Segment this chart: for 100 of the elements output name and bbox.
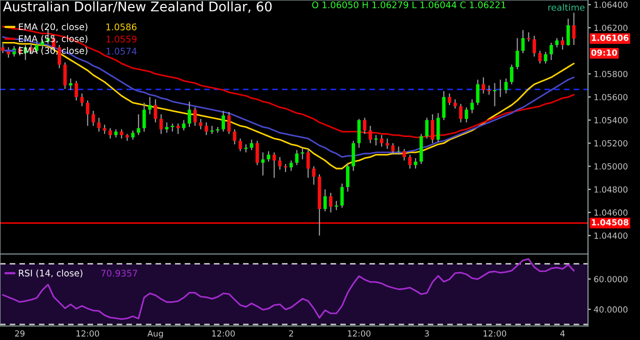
candlestick [165,122,168,134]
candlestick [86,100,90,126]
text: 09:10 [591,49,618,56]
y-tick-label: 1.06400 [594,2,628,8]
candlestick [566,18,570,46]
y-tick-label: 40.0000 [594,306,628,313]
legend-label: RSI (14, close) [18,269,82,278]
candlestick [572,12,576,46]
candlestick [289,160,293,172]
x-tick-label: 12:00 [76,330,100,337]
candlestick [261,152,265,176]
x-tick-label: 29 [15,330,25,337]
candlestick [516,38,520,70]
y-tick-label: 60.0000 [594,276,628,282]
candlestick [526,32,530,42]
candlestick [448,92,452,106]
candlestick [295,150,299,166]
candlestick [148,96,152,115]
candlestick [436,112,440,143]
x-tick-label: 12:00 [484,330,506,337]
candlestick [414,158,418,170]
candlestick [238,138,242,152]
candlestick [470,98,474,114]
chart-title: Australian Dollar/New Zealand Dollar, 60 [3,1,272,13]
candlestick [266,150,270,162]
candlestick [97,117,101,132]
candlestick [250,139,254,151]
x-tick-label: Aug [147,330,163,338]
y-tick-label: 1.05400 [594,117,628,124]
candlestick [402,148,406,162]
x-tick-label: 4 [560,330,565,336]
line-series [2,258,575,320]
candlestick [532,35,536,58]
x-tick-label: 2 [289,330,293,336]
candlestick [278,156,282,170]
candlestick [550,42,553,61]
candlestick [232,128,236,145]
candlestick [108,128,112,140]
candlestick [538,50,542,64]
candlestick [256,140,259,166]
annotation: realtime [548,4,585,11]
ref-line-label: 1.04508 [592,219,628,226]
candlestick [188,101,192,128]
y-tick-label: 1.05200 [594,140,628,146]
candlestick [482,76,486,94]
y-tick-label: 1.05800 [594,70,628,78]
candlestick [386,138,389,150]
candlestick [102,124,106,134]
annotation: O 1.06050 H 1.06279 L 1.06044 C 1.06221 [312,1,506,8]
candlestick [498,79,502,98]
candlestick [182,120,186,132]
y-tick-label: 1.04800 [594,186,628,193]
candlestick [380,134,384,148]
candlestick [329,192,332,213]
legend-label: EMA (20, close) [18,23,88,32]
candlestick [391,142,395,156]
annotation: 1.0586 [106,23,136,30]
candlestick [560,36,564,50]
y-tick-label: 1.05600 [594,94,628,100]
candlestick [352,140,356,172]
candlestick [362,117,366,134]
candlestick [408,154,412,170]
candlestick [136,114,140,136]
candlestick [199,118,202,130]
candlestick [476,79,480,106]
candlestick [555,38,559,48]
y-tick-label: 1.04600 [594,209,628,216]
candlestick [464,106,468,123]
candlestick [92,110,95,126]
candlestick [131,130,135,140]
candlestick [272,152,276,178]
candlestick [425,117,429,140]
candlestick [222,110,226,132]
x-tick-label: 12:00 [348,330,370,337]
x-tick-label: 3 [424,330,429,337]
candlestick [306,148,310,178]
candlestick [312,166,316,186]
candlestick [544,51,548,64]
candlestick [58,44,62,69]
annotation: 1.0559 [106,36,137,42]
candlestick [176,122,180,134]
candlestick [368,125,372,144]
candlestick [74,80,78,101]
text: 1.06106 [592,34,628,41]
y-tick-label: 1.06200 [594,24,628,31]
candlestick [68,78,72,91]
candlestick [510,64,514,85]
candlestick [120,128,124,140]
candlestick [521,29,525,54]
candlestick [459,103,462,123]
x-tick-label: 12:00 [212,330,235,337]
y-tick-label: 1.04400 [594,232,628,239]
candlestick [346,162,350,192]
candlestick [193,106,197,126]
annotation: 70.9357 [101,270,138,277]
candlestick [323,188,327,212]
y-tick-label: 1.05000 [594,163,628,170]
candlestick [159,114,163,134]
candlestick [204,122,208,136]
candlestick [442,90,446,121]
